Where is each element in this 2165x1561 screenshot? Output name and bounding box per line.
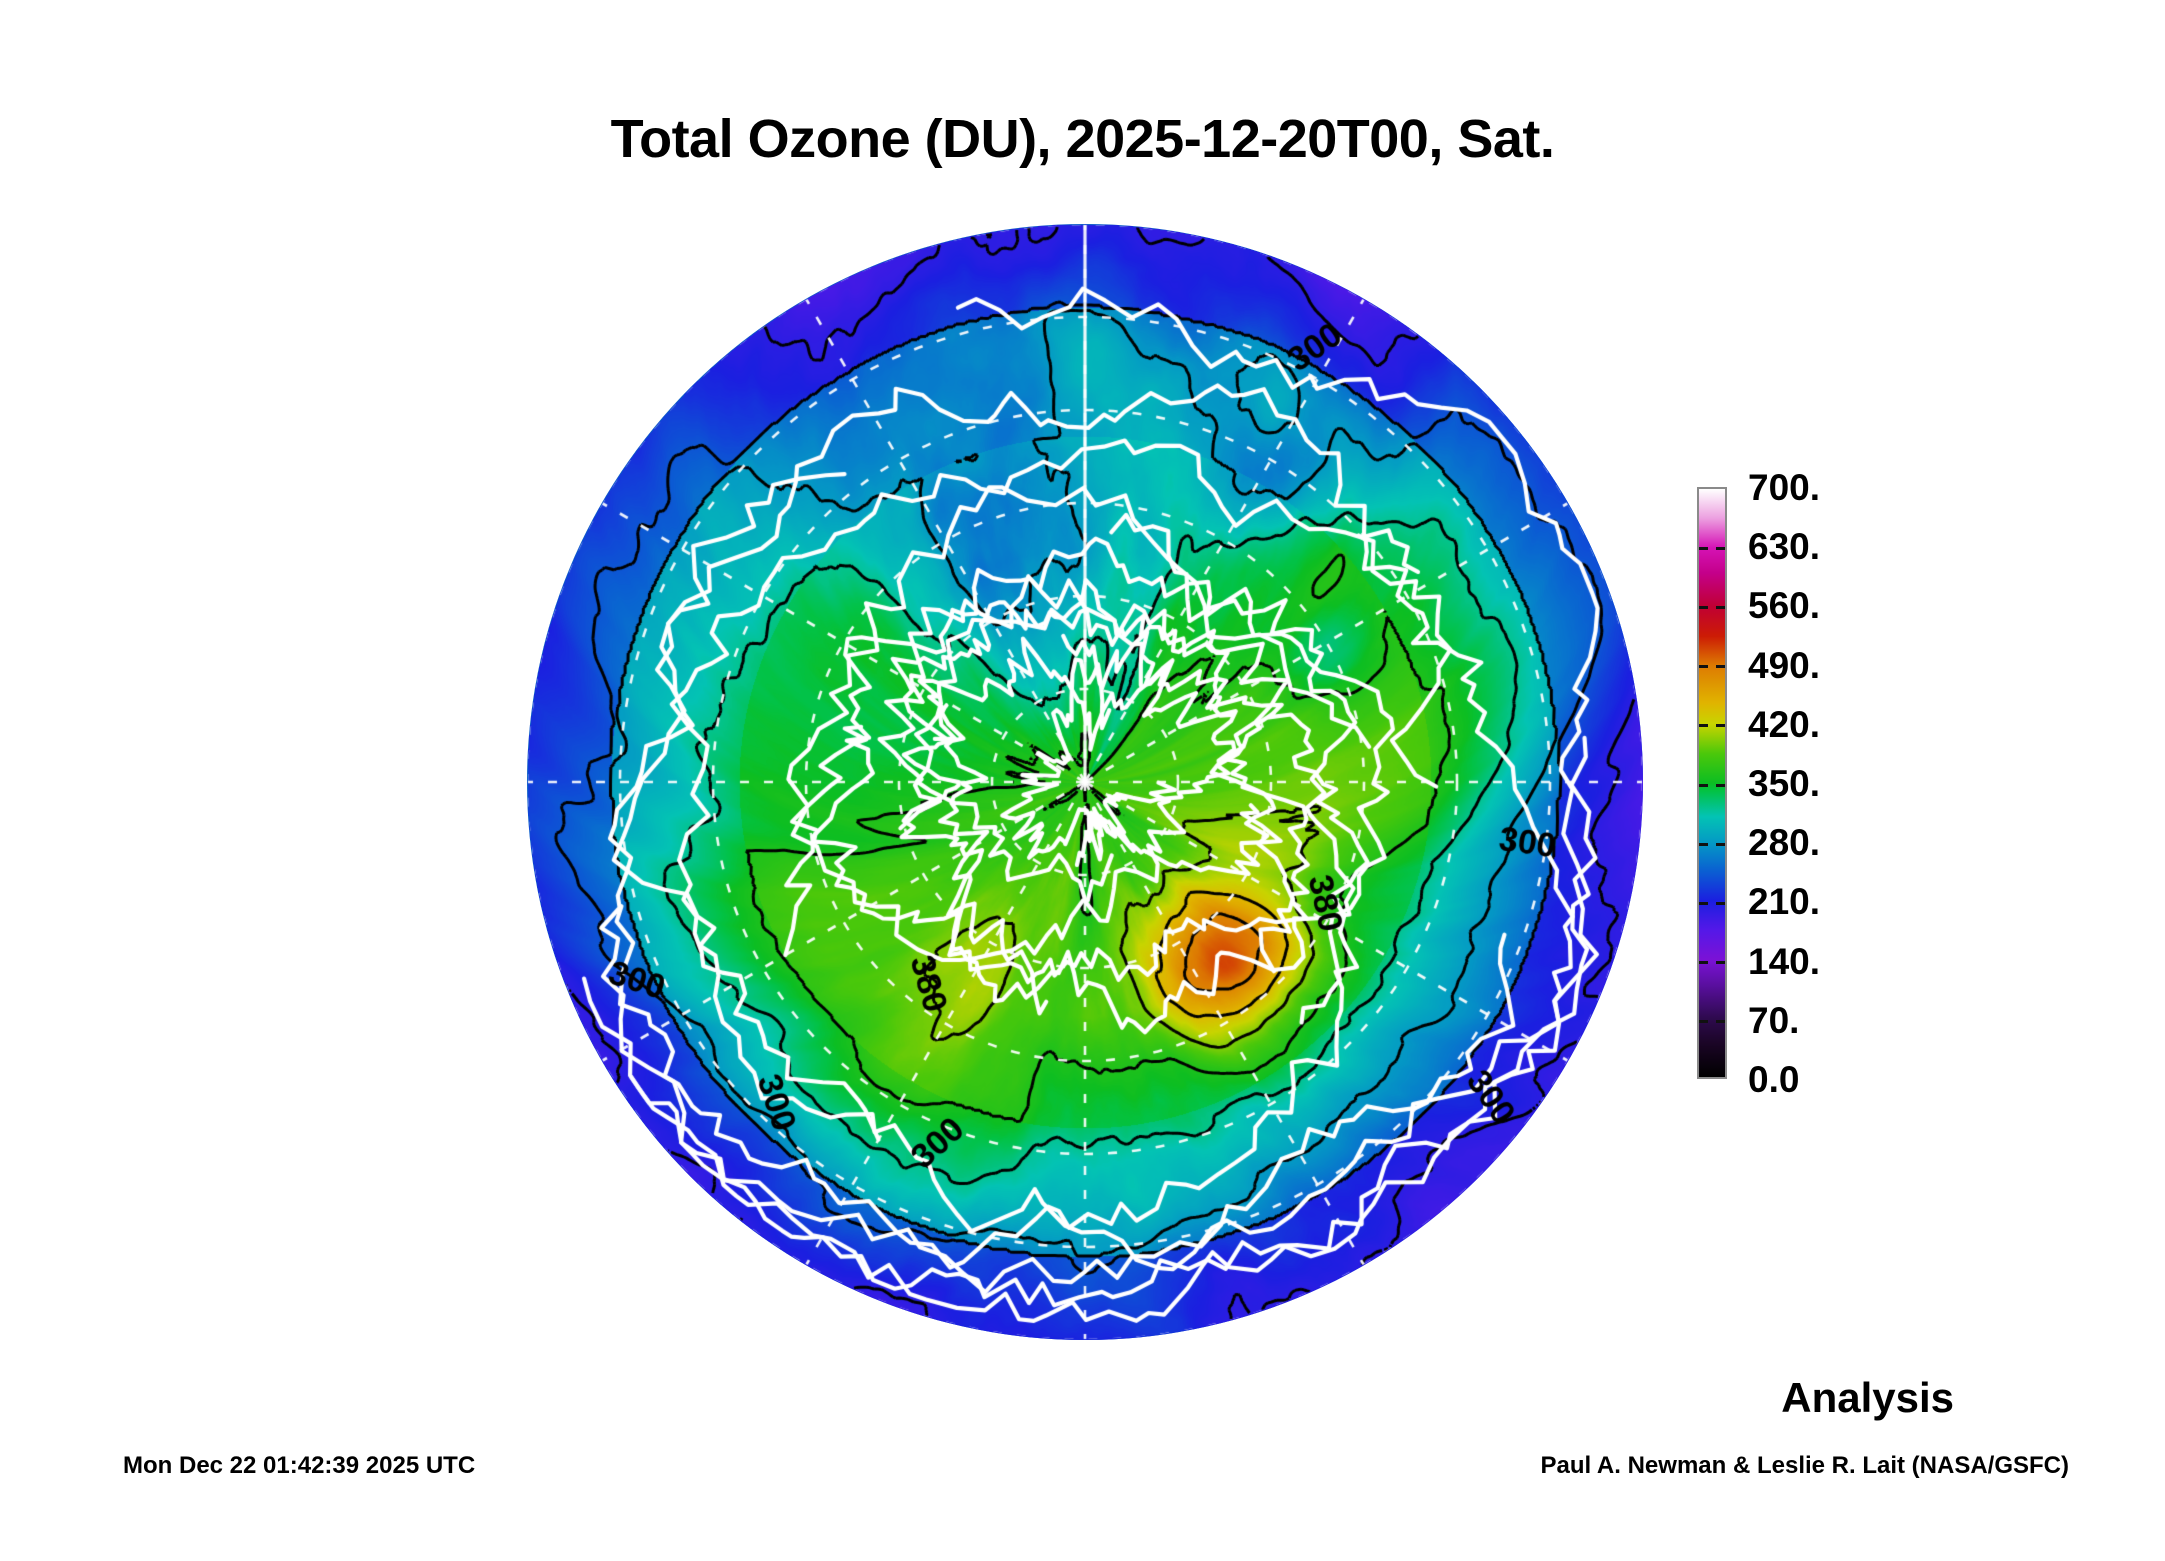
colorbar-tick-label: 350. — [1748, 763, 1821, 804]
colorbar-tick — [1716, 1020, 1725, 1024]
colorbar-tick — [1716, 842, 1725, 846]
globe-disc — [527, 224, 1643, 1340]
colorbar-labels: 700. 630. 560. 490. 420. 350. 280. 210. 140. 70. 0… — [1748, 469, 1978, 1098]
colorbar — [1697, 487, 1727, 1079]
colorbar-gradient — [1699, 489, 1725, 1077]
colorbar-tick — [1699, 961, 1708, 965]
ozone-polar-map — [527, 224, 1643, 1340]
colorbar-tick — [1716, 901, 1725, 905]
colorbar-tick — [1699, 546, 1708, 550]
colorbar-tick — [1699, 724, 1708, 728]
ozone-field-canvas — [527, 224, 1643, 1340]
render-timestamp: Mon Dec 22 01:42:39 2025 UTC — [123, 1452, 476, 1479]
colorbar-tick — [1699, 783, 1708, 787]
author-credit: Paul A. Newman & Leslie R. Lait (NASA/GS… — [1540, 1452, 2069, 1479]
colorbar-tick — [1716, 546, 1725, 550]
colorbar-tick — [1716, 961, 1725, 965]
analysis-label: Analysis — [1781, 1374, 1954, 1421]
colorbar-tick-label: 210. — [1748, 881, 1821, 923]
colorbar-tick-label: 280. — [1748, 822, 1821, 864]
colorbar-tick-label: 630. — [1748, 526, 1821, 568]
colorbar-tick — [1699, 1020, 1708, 1024]
colorbar-tick-label: 420. — [1748, 703, 1821, 745]
colorbar-tick-label: 140. — [1748, 940, 1821, 982]
colorbar-tick — [1716, 724, 1725, 728]
colorbar-tick-label: 700. — [1748, 467, 1821, 508]
colorbar-tick — [1699, 665, 1708, 669]
colorbar-tick — [1699, 842, 1708, 846]
colorbar-tick — [1716, 665, 1725, 669]
colorbar-tick — [1716, 783, 1725, 787]
colorbar-tick-label: 0.0 — [1748, 1059, 1800, 1100]
colorbar-tick-label: 70. — [1748, 999, 1800, 1041]
colorbar-tick-label: 560. — [1748, 585, 1821, 627]
colorbar-tick — [1716, 605, 1725, 609]
colorbar-tick-label: 490. — [1748, 644, 1821, 686]
colorbar-tick — [1699, 605, 1708, 609]
page-title: Total Ozone (DU), 2025-12-20T00, Sat. — [610, 109, 1555, 169]
colorbar-ticks — [1699, 489, 1725, 1077]
colorbar-tick — [1699, 901, 1708, 905]
